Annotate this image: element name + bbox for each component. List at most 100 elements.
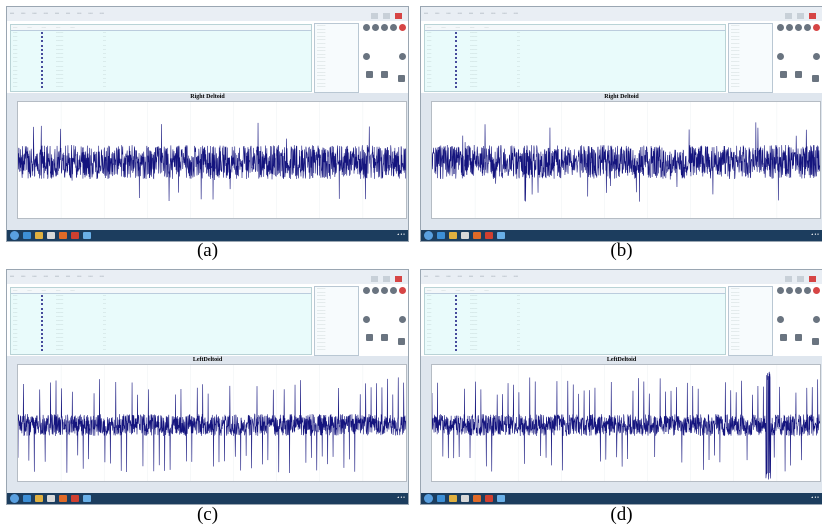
muscle-list-item[interactable]: –––––– — [731, 337, 740, 341]
minimize-button[interactable] — [785, 13, 792, 19]
app-icon[interactable] — [83, 495, 91, 502]
muscle-list-item[interactable]: –––––– — [731, 70, 740, 74]
table-row[interactable]: ––– ––––– –– — [425, 60, 725, 64]
toolbar-item[interactable]: •••• — [99, 11, 104, 15]
muscle-list-item[interactable]: –––––– — [317, 308, 326, 312]
toolbar-item[interactable]: •••• — [480, 274, 485, 278]
muscle-list-item[interactable]: –––––– — [731, 77, 740, 81]
muscle-list-item[interactable]: –––––– — [317, 77, 326, 81]
table-row[interactable]: ––– ––––– –– — [425, 35, 725, 39]
info-icon[interactable] — [777, 316, 784, 323]
muscle-list-item[interactable]: –––––– — [731, 326, 740, 330]
close-icon[interactable] — [813, 24, 820, 31]
muscle-list-item[interactable]: –––––– — [731, 294, 740, 298]
muscle-list-item[interactable]: –––––– — [317, 294, 326, 298]
pause-icon[interactable] — [795, 287, 802, 294]
muscle-list-item[interactable]: –––––– — [317, 330, 326, 334]
app-icon[interactable] — [83, 232, 91, 239]
ie-icon[interactable] — [437, 495, 445, 502]
muscle-list-item[interactable]: –––––– — [317, 45, 326, 49]
toolbar-item[interactable]: •••• — [66, 274, 71, 278]
muscle-list-item[interactable]: –––––– — [731, 301, 740, 305]
muscle-list-item[interactable]: –––––– — [317, 301, 326, 305]
zoom-icon[interactable] — [399, 53, 406, 60]
toolbar-item[interactable]: •••• — [32, 274, 37, 278]
ie-icon[interactable] — [23, 232, 31, 239]
office-icon[interactable] — [59, 495, 67, 502]
table-row[interactable]: ––– ––––– –– — [425, 315, 725, 319]
info-icon[interactable] — [363, 53, 370, 60]
muscle-list-item[interactable]: –––––– — [317, 312, 326, 316]
record-icon[interactable] — [363, 24, 370, 31]
muscle-list-item[interactable]: –––––– — [317, 24, 326, 27]
toolbar-item[interactable]: •••• — [513, 11, 518, 15]
media-icon[interactable] — [461, 495, 469, 502]
toolbar-item[interactable]: •••• — [446, 11, 451, 15]
table-row[interactable]: ––– ––––– –– — [11, 60, 311, 64]
table-row[interactable]: ––– ––––– –– — [11, 344, 311, 348]
table-row[interactable]: ––– ––––– –– — [425, 298, 725, 302]
table-row[interactable]: ––– ––––– –– — [11, 302, 311, 306]
table-row[interactable]: ––– ––––– –– — [11, 298, 311, 302]
muscle-list-item[interactable]: –––––– — [731, 330, 740, 334]
add-icon[interactable] — [398, 338, 405, 345]
close-button[interactable] — [809, 276, 816, 282]
table-row[interactable]: ––– ––––– –– — [11, 340, 311, 344]
table-row[interactable]: ––– ––––– –– — [11, 35, 311, 39]
muscle-list-item[interactable]: –––––– — [731, 315, 740, 319]
app-icon[interactable] — [497, 232, 505, 239]
table-row[interactable]: ––– ––––– –– — [425, 77, 725, 81]
muscle-list-item[interactable]: –––––– — [731, 38, 740, 42]
windows-start-icon[interactable] — [10, 231, 19, 240]
pause-icon[interactable] — [381, 24, 388, 31]
toolbar-item[interactable]: •••• — [21, 11, 26, 15]
table-row[interactable]: ––– ––––– –– — [425, 307, 725, 311]
table-row[interactable]: ––– ––––– –– — [425, 323, 725, 327]
muscle-list-item[interactable]: –––––– — [731, 52, 740, 56]
zoom-icon[interactable] — [813, 316, 820, 323]
muscle-list-item[interactable]: –––––– — [731, 333, 740, 337]
muscle-list-item[interactable]: –––––– — [731, 67, 740, 71]
table-row[interactable]: ––– ––––– –– — [425, 65, 725, 69]
muscle-list-item[interactable]: –––––– — [317, 287, 326, 290]
table-row[interactable]: ––– ––––– –– — [425, 48, 725, 52]
record-icon[interactable] — [777, 24, 784, 31]
toolbar-item[interactable]: •••• — [502, 274, 507, 278]
muscle-list-item[interactable]: –––––– — [317, 63, 326, 67]
table-row[interactable]: ––– ––––– –– — [425, 302, 725, 306]
filter-icon[interactable] — [795, 334, 802, 341]
muscle-list-item[interactable]: –––––– — [317, 59, 326, 63]
muscle-list-item[interactable]: –––––– — [731, 31, 740, 35]
table-row[interactable]: ––– ––––– –– — [11, 73, 311, 77]
stop-icon[interactable] — [372, 24, 379, 31]
close-icon[interactable] — [813, 287, 820, 294]
table-row[interactable]: ––– ––––– –– — [11, 323, 311, 327]
table-row[interactable]: ––– ––––– –– — [425, 73, 725, 77]
muscle-list-item[interactable]: –––––– — [317, 70, 326, 74]
minimize-button[interactable] — [371, 276, 378, 282]
toolbar-item[interactable]: •••• — [457, 274, 462, 278]
toolbar-item[interactable]: •••• — [424, 274, 429, 278]
muscle-list-item[interactable]: –––––– — [731, 41, 740, 45]
toolbar-item[interactable]: •••• — [32, 11, 37, 15]
pause-icon[interactable] — [381, 287, 388, 294]
muscle-list-item[interactable]: –––––– — [317, 344, 326, 348]
table-row[interactable]: ––– ––––– –– — [425, 39, 725, 43]
table-row[interactable]: ––– ––––– –– — [11, 311, 311, 315]
toolbar-item[interactable]: •••• — [491, 11, 496, 15]
muscle-list-item[interactable]: –––––– — [731, 287, 740, 290]
table-row[interactable]: ––– ––––– –– — [425, 336, 725, 340]
table-row[interactable]: ––– ––––– –– — [425, 348, 725, 352]
muscle-list-item[interactable]: –––––– — [317, 348, 326, 352]
scale-icon[interactable] — [780, 71, 787, 78]
table-row[interactable]: ––– ––––– –– — [11, 52, 311, 56]
media-icon[interactable] — [47, 495, 55, 502]
add-icon[interactable] — [812, 75, 819, 82]
table-row[interactable]: ––– ––––– –– — [11, 336, 311, 340]
toolbar-item[interactable]: •••• — [43, 274, 48, 278]
windows-start-icon[interactable] — [424, 494, 433, 503]
muscle-list-item[interactable]: –––––– — [317, 85, 326, 89]
table-row[interactable]: ––– ––––– –– — [425, 31, 725, 35]
office-icon[interactable] — [59, 232, 67, 239]
muscle-list-item[interactable]: –––––– — [731, 85, 740, 89]
